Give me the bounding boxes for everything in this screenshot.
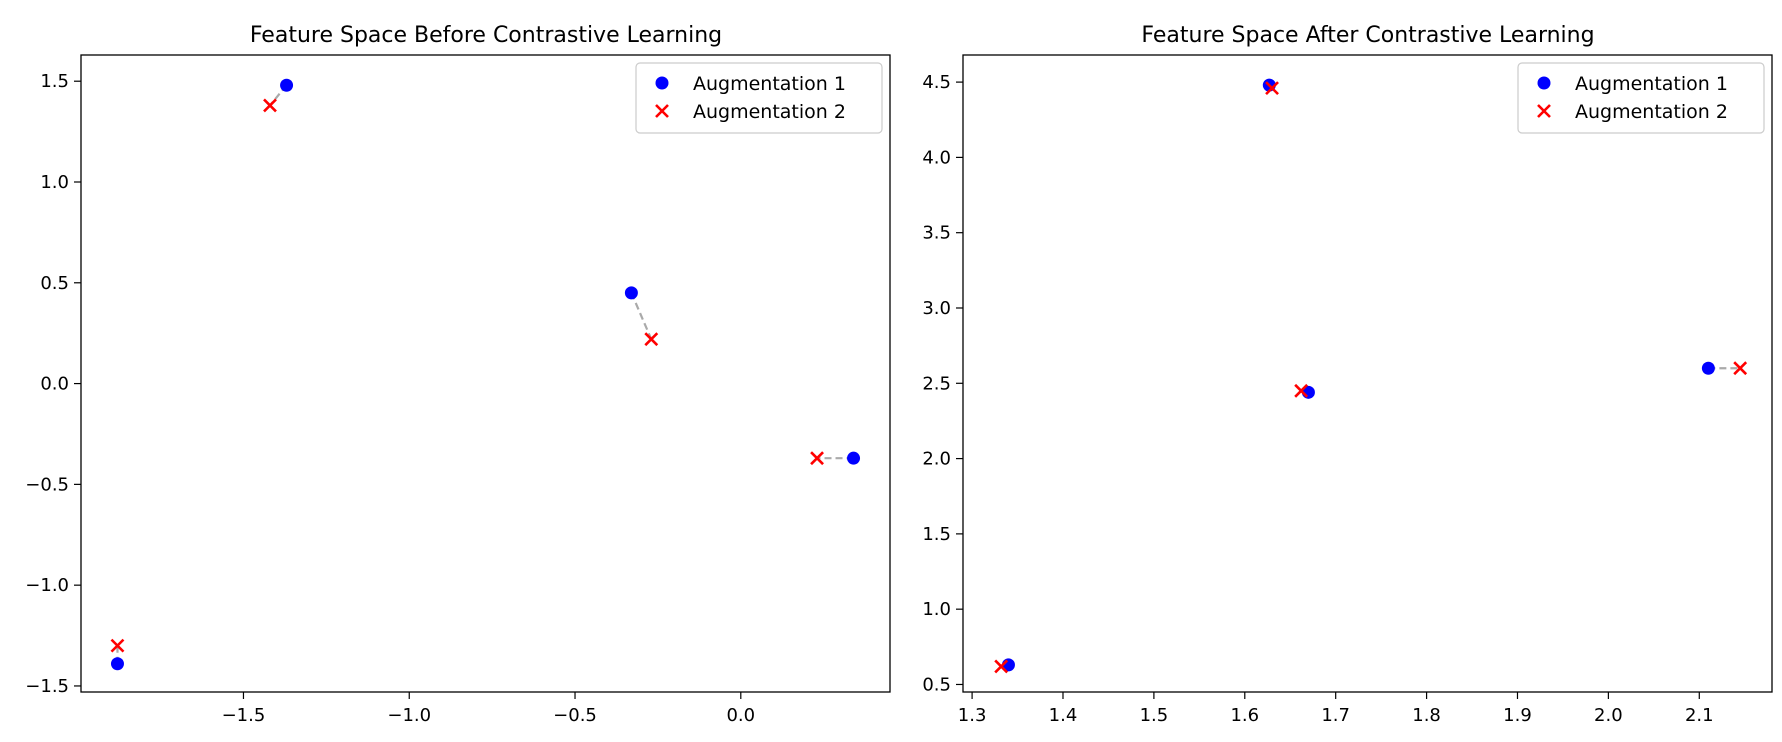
chart-panel-before: Feature Space Before Contrastive Learnin… <box>25 23 891 726</box>
augmentation-1-point <box>624 286 638 300</box>
legend-label: Augmentation 2 <box>1575 101 1728 123</box>
x-tick-label: 2.0 <box>1594 705 1623 726</box>
x-tick-label: 1.8 <box>1412 705 1441 726</box>
x-tick-label: −0.5 <box>553 705 597 726</box>
x-tick-label: −1.0 <box>387 705 431 726</box>
x-tick-label: 1.7 <box>1321 705 1350 726</box>
x-tick-label: 1.4 <box>1049 705 1078 726</box>
x-tick-label: 1.6 <box>1230 705 1259 726</box>
chart-title: Feature Space Before Contrastive Learnin… <box>250 23 722 48</box>
y-tick-label: 1.5 <box>922 524 951 545</box>
augmentation-2-point <box>1294 383 1309 398</box>
augmentation-2-point <box>994 659 1009 674</box>
x-tick-label: 1.5 <box>1140 705 1169 726</box>
y-tick-label: 4.5 <box>922 72 951 93</box>
y-tick-label: −0.5 <box>25 474 69 495</box>
augmentation-2-point <box>810 451 824 466</box>
y-tick-label: −1.0 <box>25 575 69 596</box>
augmentation-1-point <box>280 78 294 92</box>
augmentation-2-point <box>110 638 125 653</box>
legend-label: Augmentation 1 <box>693 73 846 95</box>
legend-marker-x <box>1537 104 1551 118</box>
axes-frame <box>80 54 891 693</box>
y-tick-label: 4.0 <box>922 147 951 168</box>
legend-label: Augmentation 1 <box>1575 73 1728 95</box>
legend-box <box>635 62 883 134</box>
augmentation-2-point <box>263 98 277 113</box>
legend-marker-x <box>655 104 669 118</box>
legend-marker-circle <box>655 76 669 90</box>
x-tick-label: 1.9 <box>1503 705 1532 726</box>
y-tick-label: 3.5 <box>922 223 951 244</box>
legend-label: Augmentation 2 <box>693 101 846 123</box>
x-tick-label: 2.1 <box>1685 705 1714 726</box>
x-tick-label: 1.3 <box>958 705 987 726</box>
chart-panel-after: Feature Space After Contrastive Learning… <box>922 23 1773 726</box>
y-tick-label: 2.5 <box>922 373 951 394</box>
legend-box <box>1517 62 1765 134</box>
y-tick-label: 0.5 <box>40 273 69 294</box>
x-tick-label: 0.0 <box>726 705 755 726</box>
y-tick-label: 0.5 <box>922 674 951 695</box>
y-tick-label: 2.0 <box>922 449 951 470</box>
y-tick-label: −1.5 <box>25 676 69 697</box>
chart-title: Feature Space After Contrastive Learning <box>1141 23 1594 48</box>
augmentation-1-point <box>1701 361 1715 375</box>
x-tick-label: −1.5 <box>222 705 266 726</box>
augmentation-2-point <box>1265 81 1279 96</box>
axes-frame <box>962 54 1773 693</box>
y-tick-label: 3.0 <box>922 298 951 319</box>
augmentation-1-point <box>110 657 124 671</box>
y-tick-label: 0.0 <box>40 374 69 395</box>
y-tick-label: 1.5 <box>40 71 69 92</box>
pair-connector <box>630 292 653 340</box>
y-tick-label: 1.0 <box>922 599 951 620</box>
legend-marker-circle <box>1537 76 1551 90</box>
y-tick-label: 1.0 <box>40 172 69 193</box>
augmentation-2-point <box>1733 361 1748 376</box>
augmentation-2-point <box>644 332 659 347</box>
augmentation-1-point <box>847 451 861 465</box>
